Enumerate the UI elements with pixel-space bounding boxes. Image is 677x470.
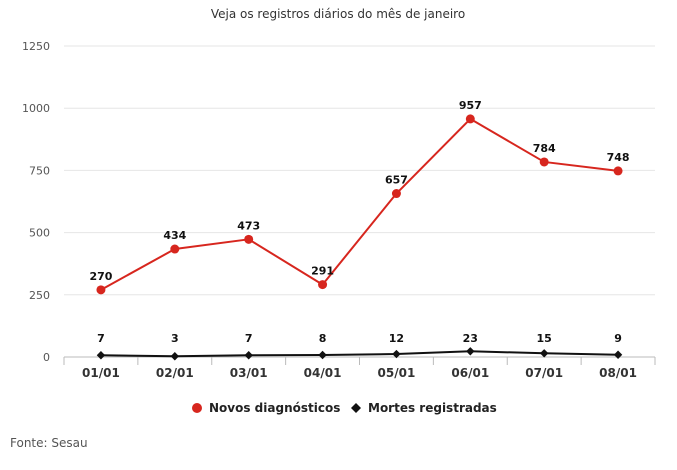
y-tick-label: 1250 — [22, 40, 50, 53]
line-chart: Veja os registros diários do mês de jane… — [22, 7, 656, 415]
x-tick-label: 07/01 — [525, 366, 563, 380]
data-point — [170, 244, 180, 254]
data-point — [613, 166, 623, 176]
data-label: 784 — [533, 142, 556, 155]
data-label: 7 — [245, 332, 253, 345]
legend-label: Novos diagnósticos — [209, 401, 340, 415]
x-tick-label: 01/01 — [82, 366, 120, 380]
data-point — [539, 349, 549, 358]
data-point — [318, 280, 328, 290]
source-note: Fonte: Sesau — [10, 436, 88, 450]
data-point — [391, 189, 401, 199]
y-tick-label: 1000 — [22, 102, 50, 115]
data-label: 15 — [537, 332, 552, 345]
y-tick-label: 500 — [29, 227, 50, 240]
data-point — [170, 352, 180, 361]
legend-marker-diamond — [351, 403, 361, 413]
data-label: 3 — [171, 332, 179, 345]
x-tick-label: 08/01 — [599, 366, 637, 380]
data-point — [96, 285, 106, 295]
series-line-mortes-registradas — [100, 350, 619, 358]
data-label: 7 — [97, 332, 105, 345]
data-point — [539, 157, 549, 167]
x-tick-label: 06/01 — [451, 366, 489, 380]
data-label: 23 — [463, 332, 478, 345]
data-label: 473 — [237, 219, 260, 232]
legend-label: Mortes registradas — [368, 401, 497, 415]
data-label: 8 — [319, 332, 327, 345]
data-point — [392, 349, 401, 359]
y-tick-label: 750 — [29, 164, 50, 177]
data-point — [318, 350, 327, 360]
data-label: 657 — [385, 174, 408, 187]
data-point — [96, 351, 106, 360]
series-line-novos-diagnosticos — [100, 117, 619, 291]
x-tick-label: 05/01 — [378, 366, 416, 380]
y-tick-label: 0 — [43, 351, 50, 364]
data-point — [244, 234, 254, 244]
y-tick-label: 250 — [29, 289, 50, 302]
x-tick-label: 04/01 — [304, 366, 342, 380]
data-point — [244, 351, 253, 360]
chart-title: Veja os registros diários do mês de jane… — [211, 7, 465, 21]
data-point — [465, 114, 475, 124]
x-tick-label: 03/01 — [230, 366, 268, 380]
data-label: 748 — [607, 151, 630, 164]
data-label: 291 — [311, 265, 334, 278]
data-point — [613, 350, 623, 359]
legend-marker-circle — [192, 403, 202, 413]
data-label: 9 — [614, 332, 622, 345]
data-label: 957 — [459, 99, 482, 112]
data-label: 434 — [163, 229, 186, 242]
data-point — [466, 347, 475, 356]
data-label: 12 — [389, 332, 404, 345]
data-label: 270 — [89, 270, 112, 283]
x-tick-label: 02/01 — [156, 366, 194, 380]
